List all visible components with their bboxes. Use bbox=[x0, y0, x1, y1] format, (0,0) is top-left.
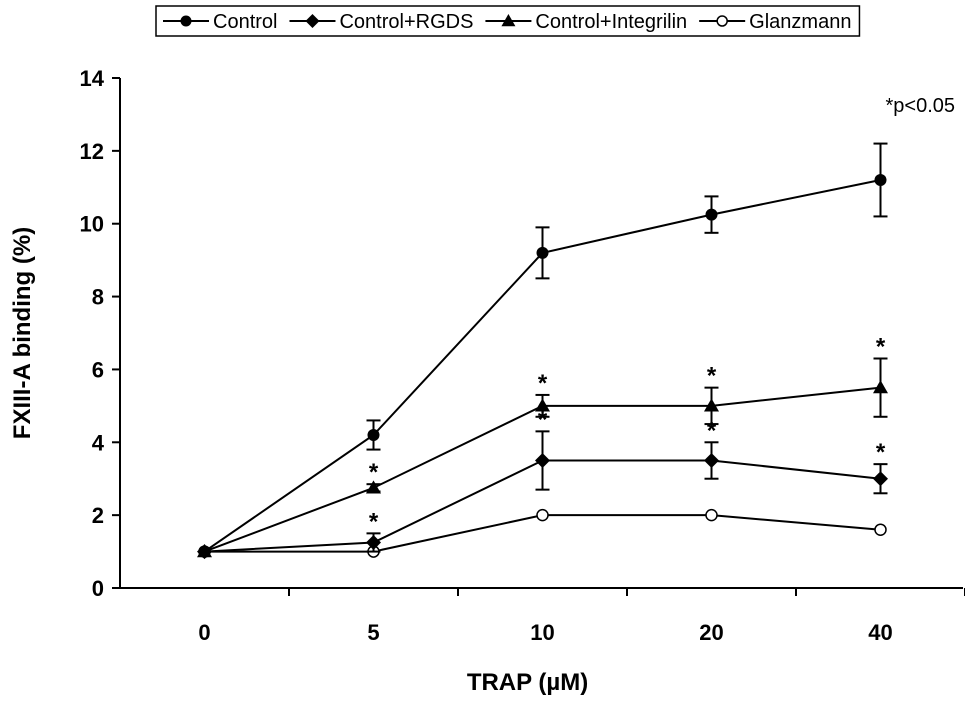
axes: 0 2 4 6 8 10 12 14 0 5 10 20 40 bbox=[80, 66, 965, 645]
data-point bbox=[873, 380, 888, 394]
significance-star: * bbox=[707, 363, 717, 390]
data-point bbox=[367, 429, 380, 441]
y-tick-label: 0 bbox=[92, 576, 104, 601]
data-point bbox=[705, 208, 718, 221]
y-tick-label: 4 bbox=[92, 430, 105, 455]
data-point bbox=[704, 398, 719, 412]
x-tick-label: 10 bbox=[530, 620, 554, 645]
data-point bbox=[536, 246, 549, 259]
data-point bbox=[198, 545, 211, 558]
series-control bbox=[198, 142, 888, 558]
legend-label: Control bbox=[213, 11, 277, 33]
x-tick-label: 40 bbox=[868, 620, 892, 645]
legend-label: Control+RGDS bbox=[339, 11, 473, 33]
legend-marker bbox=[501, 14, 516, 27]
legend-marker bbox=[305, 14, 320, 28]
significance-star: * bbox=[876, 334, 886, 361]
legend-marker bbox=[180, 15, 192, 27]
y-tick-label: 6 bbox=[92, 357, 104, 382]
data-point bbox=[873, 471, 888, 487]
data-point bbox=[366, 534, 381, 550]
significance-star: * bbox=[538, 370, 548, 397]
legend-label: Glanzmann bbox=[749, 11, 851, 33]
series-control-rgds: * * * * bbox=[197, 406, 888, 560]
legend: Control Control+RGDS Control+Integrilin Gla… bbox=[155, 5, 861, 37]
significance-star: * bbox=[369, 459, 379, 486]
x-axis-title: TRAP (µM) bbox=[467, 669, 588, 696]
significance-star: * bbox=[369, 508, 379, 535]
data-point bbox=[705, 508, 718, 522]
y-tick-label: 2 bbox=[92, 503, 104, 528]
series-glanzmann bbox=[198, 508, 887, 558]
data-point bbox=[535, 398, 550, 412]
series-layer: * * * * * * * * bbox=[197, 142, 888, 560]
legend-marker bbox=[716, 15, 728, 27]
legend-item: Control+Integrilin bbox=[485, 11, 687, 33]
data-point bbox=[536, 508, 549, 522]
y-axis-title: FXIII-A binding (%) bbox=[9, 227, 36, 439]
data-point bbox=[704, 453, 719, 468]
significance-star: * bbox=[876, 439, 886, 466]
x-tick-label: 0 bbox=[198, 620, 210, 645]
legend-item: Control bbox=[163, 11, 277, 33]
legend-item: Glanzmann bbox=[699, 11, 851, 33]
data-point bbox=[535, 453, 550, 468]
significance-note: *p<0.05 bbox=[885, 95, 955, 117]
data-point bbox=[874, 174, 887, 186]
data-point bbox=[874, 523, 887, 536]
significance-star: * bbox=[538, 406, 548, 433]
legend-label: Control+Integrilin bbox=[535, 11, 687, 33]
y-tick-label: 10 bbox=[80, 212, 104, 237]
data-point bbox=[366, 480, 381, 494]
significance-star: * bbox=[707, 417, 717, 444]
y-tick-label: 14 bbox=[80, 66, 105, 91]
y-tick-label: 12 bbox=[80, 139, 104, 164]
y-tick-label: 8 bbox=[92, 285, 104, 310]
x-tick-label: 5 bbox=[367, 620, 379, 645]
x-tick-label: 20 bbox=[699, 620, 723, 645]
legend-item: Control+RGDS bbox=[289, 11, 473, 33]
